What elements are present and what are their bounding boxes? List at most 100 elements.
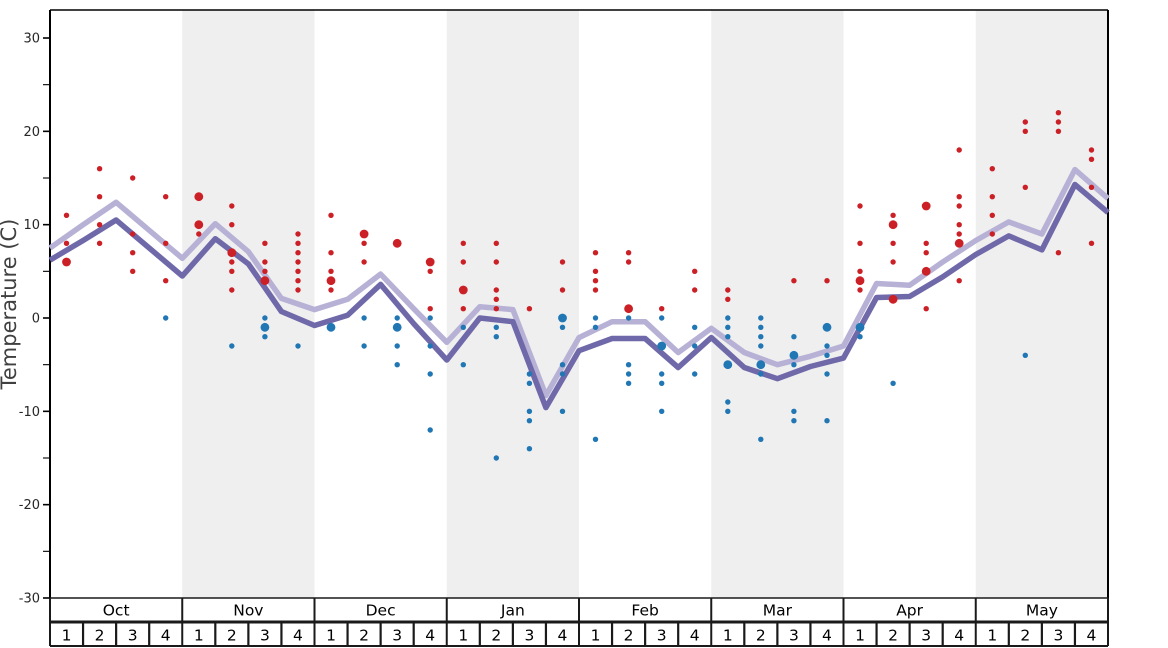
scatter-dot-red <box>921 266 931 276</box>
scatter-dot-red <box>361 240 367 246</box>
scatter-dot-red <box>163 240 169 246</box>
scatter-dot-blue <box>392 322 402 332</box>
scatter-dot-blue <box>659 315 665 321</box>
scatter-dot-blue <box>394 315 400 321</box>
scatter-dot-red <box>493 259 499 265</box>
week-label: 3 <box>657 627 667 645</box>
month-band <box>446 10 579 598</box>
scatter-dot-blue <box>791 418 797 424</box>
scatter-dot-red <box>989 212 995 218</box>
scatter-dot-red <box>328 268 334 274</box>
scatter-dot-blue <box>559 408 566 414</box>
scatter-dot-red <box>328 287 334 293</box>
week-label: 2 <box>888 627 898 645</box>
week-label: 3 <box>128 627 138 645</box>
scatter-dot-red <box>326 276 336 286</box>
scatter-dot-red <box>460 259 466 265</box>
scatter-dot-red <box>954 238 964 248</box>
scatter-dot-red <box>328 250 334 256</box>
scatter-dot-red <box>493 306 499 312</box>
scatter-dot-red <box>1055 250 1062 256</box>
week-label: 1 <box>62 627 72 645</box>
week-label: 1 <box>194 627 204 645</box>
y-axis-title: Temperature (C) <box>0 219 21 391</box>
y-tick-label: -10 <box>19 405 40 420</box>
scatter-dot-red <box>625 259 632 265</box>
scatter-dot-blue <box>427 343 433 349</box>
week-label: 2 <box>1020 627 1030 645</box>
y-tick-label: 30 <box>23 32 40 47</box>
scatter-dot-red <box>956 147 962 153</box>
scatter-dot-red <box>923 250 929 256</box>
week-label: 4 <box>822 627 832 645</box>
scatter-dot-blue <box>890 380 896 386</box>
scatter-dot-red <box>96 222 103 228</box>
scatter-dot-blue <box>559 371 566 377</box>
month-label: May <box>1026 602 1058 620</box>
y-tick-label: -20 <box>19 498 40 513</box>
scatter-dot-red <box>923 240 929 246</box>
scatter-dot-red <box>460 306 466 312</box>
scatter-dot-blue <box>427 315 433 321</box>
scatter-dot-red <box>857 268 863 274</box>
scatter-dot-blue <box>725 334 731 340</box>
week-label: 3 <box>921 627 931 645</box>
scatter-dot-red <box>229 268 235 274</box>
week-label: 1 <box>326 627 336 645</box>
scatter-dot-blue <box>361 315 367 321</box>
scatter-dot-blue <box>824 352 830 358</box>
scatter-dot-blue <box>659 408 665 414</box>
scatter-dot-red <box>163 194 169 200</box>
scatter-dot-red <box>855 276 865 286</box>
scatter-dot-red <box>592 278 599 284</box>
scatter-dot-red <box>989 194 995 200</box>
scatter-dot-red <box>262 268 268 274</box>
scatter-dot-blue <box>723 360 733 370</box>
scatter-dot-blue <box>758 436 764 442</box>
week-label: 1 <box>458 627 468 645</box>
week-label: 1 <box>591 627 601 645</box>
scatter-dot-blue <box>394 362 400 368</box>
week-label: 3 <box>524 627 534 645</box>
week-label: 4 <box>425 627 435 645</box>
scatter-dot-red <box>295 250 301 256</box>
observation-dots <box>62 110 1095 461</box>
scatter-dot-red <box>1088 156 1095 162</box>
scatter-dot-red <box>493 240 499 246</box>
scatter-dot-red <box>229 259 235 265</box>
scatter-dot-blue <box>758 315 764 321</box>
week-label: 4 <box>293 627 303 645</box>
month-week-table: Oct 1 2 3 4 Nov 1 2 3 4 Dec 1 2 3 4 Jan 1 2 3 4 Feb 1 2 3 4 Mar 1 2… <box>49 597 1109 647</box>
week-label: 3 <box>260 627 270 645</box>
month-label: Apr <box>896 602 923 620</box>
scatter-dot-red <box>857 240 863 246</box>
scatter-dot-red <box>624 304 633 314</box>
scatter-dot-red <box>956 194 962 200</box>
scatter-dot-blue <box>822 322 832 332</box>
scatter-dot-red <box>63 212 70 218</box>
scatter-dot-red <box>295 278 301 284</box>
week-label: 3 <box>789 627 799 645</box>
scatter-dot-red <box>295 240 301 246</box>
y-tick-label: 10 <box>23 218 40 233</box>
month-shading-bands <box>182 10 1108 598</box>
scatter-dot-blue <box>725 324 731 330</box>
average-low-line <box>48 181 1110 411</box>
temperature-lines <box>48 166 1110 411</box>
week-label: 4 <box>954 627 964 645</box>
scatter-dot-red <box>262 240 268 246</box>
scatter-dot-blue <box>791 334 797 340</box>
scatter-dot-blue <box>262 334 268 340</box>
scatter-dot-red <box>425 257 435 267</box>
scatter-dot-red <box>625 250 632 256</box>
scatter-dot-red <box>130 175 136 181</box>
week-label: 2 <box>756 627 766 645</box>
scatter-dot-red <box>295 268 301 274</box>
week-label: 4 <box>161 627 171 645</box>
scatter-dot-red <box>857 287 863 293</box>
scatter-dot-blue <box>725 315 731 321</box>
scatter-dot-blue <box>725 408 731 414</box>
scatter-dot-red <box>956 222 962 228</box>
scatter-dot-red <box>1022 128 1028 134</box>
